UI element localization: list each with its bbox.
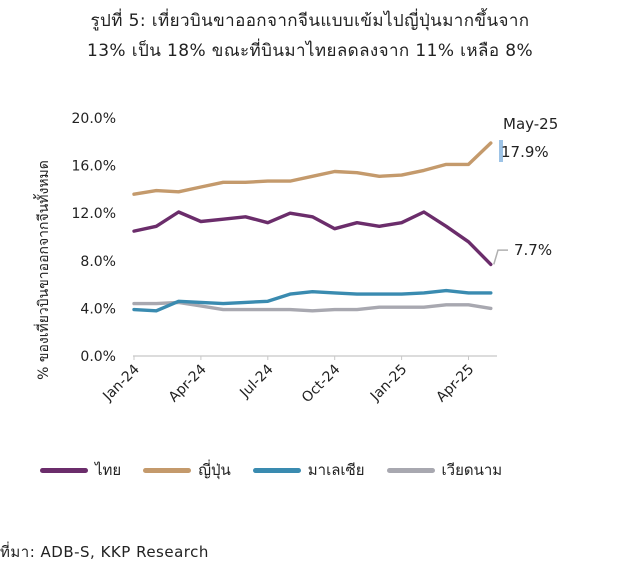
series-line-2: [132, 141, 493, 196]
chart-title-line-1: รูปที่ 5: เที่ยวบินขาออกจากจีนแบบเข้มไปญ…: [90, 11, 530, 31]
y-axis-label: % ของเที่ยวบินขาออกจากจีนทั้งหมด: [33, 160, 52, 380]
legend-label: มาเลเซีย: [307, 461, 365, 479]
legend-swatch: [386, 467, 435, 473]
chart-title: รูปที่ 5: เที่ยวบินขาออกจากจีนแบบเข้มไปญ…: [0, 6, 620, 66]
annotation-thailand-value: 7.7%: [514, 241, 552, 259]
legend-label: เวียดนาม: [441, 461, 503, 479]
annotation-japan-value: 17.9%: [501, 143, 549, 161]
annotation-leader-line: [493, 249, 508, 265]
annotation-marker: [499, 140, 503, 162]
x-tick-label: Jan-24: [99, 361, 143, 405]
y-tick-label: 8.0%: [80, 254, 116, 270]
legend-label: ไทย: [95, 461, 122, 479]
series-line-3: [132, 288, 493, 313]
y-tick-label: 4.0%: [80, 301, 116, 317]
x-tick-label: Oct-24: [299, 361, 344, 406]
source-note: ที่มา: ADB-S, KKP Research: [0, 543, 209, 561]
chart-legend: ไทย ญี่ปุ่น มาเลเซีย เวียดนาม: [40, 458, 524, 482]
legend-item-1: ไทย: [40, 458, 121, 482]
y-tick-label: 12.0%: [72, 206, 116, 222]
legend-swatch: [40, 467, 88, 473]
x-tick-label: Apr-24: [166, 361, 210, 405]
legend-item-2: ญี่ปุ่น: [143, 458, 231, 482]
line-chart: 0.0% 4.0% 8.0% 12.0% 16.0% 20.0% % ของเที่ยวบิ…: [33, 111, 558, 406]
x-tick-label: Jul-24: [236, 361, 276, 401]
legend-label: ญี่ปุ่น: [198, 461, 231, 479]
y-tick-label: 20.0%: [72, 111, 116, 127]
series-line-4: [132, 300, 493, 313]
x-tick-label: Apr-25: [433, 362, 477, 406]
chart-title-line-2: 13% เป็น 18% ขณะที่บินมาไทยลดลงจาก 11% เ…: [87, 41, 533, 61]
legend-item-3: มาเลเซีย: [252, 458, 365, 482]
x-tick-label: Jan-25: [367, 362, 410, 405]
annotation-date: May-25: [503, 115, 558, 133]
legend-swatch: [143, 467, 192, 473]
legend-item-4: เวียดนาม: [386, 458, 503, 482]
series-line-1: [132, 210, 493, 267]
y-tick-label: 16.0%: [72, 159, 116, 175]
legend-swatch: [252, 467, 301, 473]
y-tick-label: 0.0%: [80, 349, 116, 365]
